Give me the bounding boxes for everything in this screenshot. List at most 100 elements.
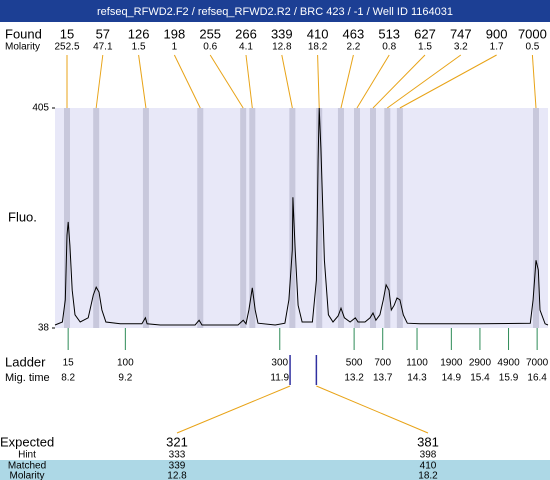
peak-band <box>532 108 539 328</box>
ladder-size: 700 <box>374 358 391 369</box>
peak-connector <box>531 54 537 109</box>
peak-connector <box>95 54 104 109</box>
ladder-size: 100 <box>117 358 134 369</box>
peak-band <box>93 108 100 328</box>
y-tick-label: 38 <box>38 323 50 334</box>
peak-connector <box>340 54 354 109</box>
ladder-time: 14.3 <box>407 373 427 384</box>
hint-value: 398 <box>420 450 437 461</box>
ladder-time: 13.7 <box>373 373 393 384</box>
matched-label: Matched <box>8 461 46 472</box>
found-size: 463 <box>343 26 365 41</box>
peak-band <box>316 108 323 328</box>
peak-connector <box>138 54 147 109</box>
ladder-size: 15 <box>63 358 75 369</box>
ladder-size: 4900 <box>497 358 520 369</box>
ladder-size: 1900 <box>440 358 463 369</box>
found-size: 126 <box>128 26 150 41</box>
peak-band <box>249 108 256 328</box>
expected-connector <box>176 385 291 434</box>
found-molarity: 1 <box>172 42 178 53</box>
expected-value: 321 <box>166 434 188 449</box>
found-size: 15 <box>60 26 74 41</box>
found-molarity: 1.7 <box>490 42 504 53</box>
found-size: 198 <box>164 26 186 41</box>
found-size: 410 <box>307 26 329 41</box>
title-bar <box>0 0 550 22</box>
found-size: 339 <box>271 26 293 41</box>
found-size: 627 <box>414 26 436 41</box>
hint-label: Hint <box>18 450 36 461</box>
found-molarity: 1.5 <box>418 42 432 53</box>
ladder-size: 300 <box>271 358 288 369</box>
peak-band <box>64 108 71 328</box>
matched-value: 410 <box>420 461 437 472</box>
chart-title: refseq_RFWD2.F2 / refseq_RFWD2.R2 / BRC … <box>97 6 453 18</box>
ladder-time: 15.9 <box>499 373 519 384</box>
peak-connector <box>245 54 253 109</box>
peak-connector <box>281 54 293 109</box>
peak-band <box>353 108 360 328</box>
expected-connector <box>316 385 429 434</box>
plot-area <box>55 108 548 328</box>
matched-value: 339 <box>169 461 186 472</box>
y-label: Fluo. <box>8 209 37 224</box>
ladder-time: 8.2 <box>61 373 75 384</box>
found-molarity: 0.8 <box>382 42 396 53</box>
peak-connector <box>356 54 390 109</box>
ladder-time: 13.2 <box>344 373 364 384</box>
ladder-time: 14.9 <box>442 373 462 384</box>
found-molarity: 2.2 <box>346 42 360 53</box>
ladder-size: 7000 <box>526 358 549 369</box>
found-molarity: 0.6 <box>203 42 217 53</box>
found-molarity: 12.8 <box>272 42 292 53</box>
found-molarity: 18.2 <box>308 42 328 53</box>
peak-band <box>240 108 247 328</box>
found-size: 255 <box>199 26 221 41</box>
found-molarity: 3.2 <box>454 42 468 53</box>
hint-value: 333 <box>169 450 186 461</box>
ladder-time: 11.9 <box>270 373 289 384</box>
ladder-time: 16.4 <box>527 373 547 384</box>
peak-band <box>369 108 376 328</box>
peak-band <box>142 108 149 328</box>
peak-connector <box>399 54 497 109</box>
trace <box>54 107 549 326</box>
molarity-value: 18.2 <box>418 471 438 480</box>
ladder-size: 1100 <box>406 358 428 369</box>
peak-connector <box>372 54 426 109</box>
found-size: 900 <box>486 26 508 41</box>
found-molarity: 1.5 <box>132 42 146 53</box>
ladder-time: 15.4 <box>470 373 490 384</box>
ladder-time: 9.2 <box>118 373 132 384</box>
peak-band <box>197 108 204 328</box>
peak-band <box>384 108 391 328</box>
found-size: 7000 <box>518 26 547 41</box>
expected-label: Expected <box>0 434 54 449</box>
found-molarity: 4.1 <box>239 42 253 53</box>
peak-connector <box>209 54 244 109</box>
peak-band <box>337 108 344 328</box>
found-molarity: 0.5 <box>525 42 539 53</box>
peak-connector <box>386 54 462 109</box>
found-size: 266 <box>235 26 257 41</box>
found-size: 513 <box>378 26 400 41</box>
molarity-label: Molarity <box>5 42 40 53</box>
found-label: Found <box>5 26 42 41</box>
found-molarity: 252.5 <box>54 42 79 53</box>
peak-connector <box>317 54 320 109</box>
peak-connector <box>173 54 201 109</box>
expected-value: 381 <box>417 434 439 449</box>
found-size: 747 <box>450 26 472 41</box>
ladder-label: Ladder <box>5 354 46 369</box>
molarity-label-bottom: Molarity <box>9 471 44 480</box>
ladder-size: 2900 <box>469 358 492 369</box>
found-size: 57 <box>96 26 110 41</box>
y-tick-label: 405 <box>32 103 49 114</box>
peak-band <box>396 108 403 328</box>
mig-time-label: Mig. time <box>5 372 50 384</box>
molarity-value: 12.8 <box>167 471 187 480</box>
matched-row <box>0 460 550 480</box>
